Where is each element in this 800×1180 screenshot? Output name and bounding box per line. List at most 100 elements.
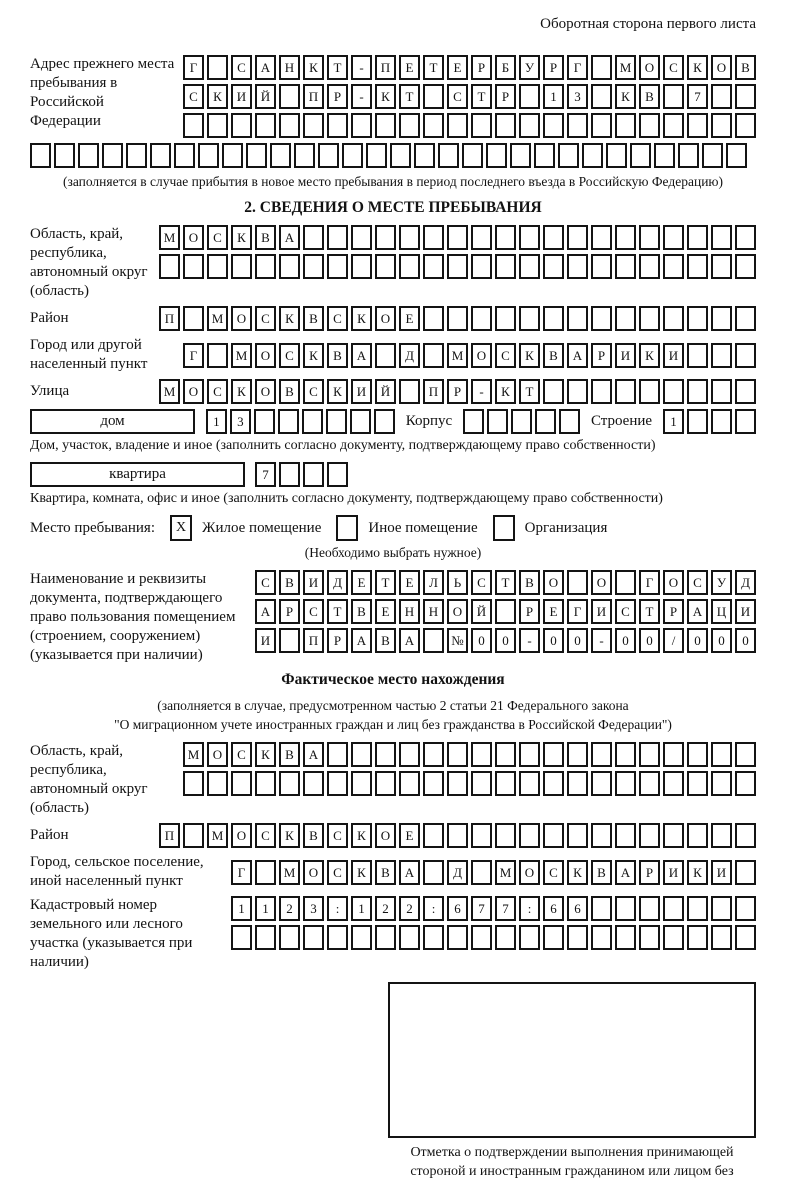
grid-cell[interactable] bbox=[734, 409, 756, 434]
grid-cell[interactable]: С bbox=[663, 55, 684, 80]
grid-cell[interactable] bbox=[486, 143, 507, 168]
grid-cell[interactable] bbox=[471, 742, 492, 767]
grid-cell[interactable] bbox=[253, 409, 275, 434]
grid-cell[interactable] bbox=[303, 113, 324, 138]
grid-cell[interactable]: С bbox=[255, 570, 276, 595]
grid-cell[interactable] bbox=[735, 771, 756, 796]
grid-cell[interactable] bbox=[207, 55, 228, 80]
grid-cell[interactable] bbox=[519, 823, 540, 848]
grid-cell[interactable] bbox=[390, 143, 411, 168]
grid-cell[interactable]: 6 bbox=[447, 896, 468, 921]
grid-cell[interactable] bbox=[687, 771, 708, 796]
grid-cell[interactable]: О bbox=[207, 742, 228, 767]
grid-cell[interactable]: Р bbox=[591, 342, 612, 368]
grid-cell[interactable]: О bbox=[183, 225, 204, 250]
grid-cell[interactable] bbox=[519, 771, 540, 796]
grid-cell[interactable]: К bbox=[351, 823, 372, 848]
grid-cell[interactable]: 7 bbox=[255, 462, 276, 487]
grid-cell[interactable] bbox=[471, 306, 492, 331]
grid-cell[interactable]: В bbox=[639, 84, 660, 109]
grid-cell[interactable] bbox=[687, 254, 708, 279]
grid-cell[interactable]: С bbox=[207, 225, 228, 250]
grid-cell[interactable]: В bbox=[375, 859, 396, 885]
grid-cell[interactable] bbox=[543, 254, 564, 279]
grid-cell[interactable]: Р bbox=[447, 379, 468, 404]
grid-cell[interactable]: М bbox=[207, 306, 228, 331]
grid-cell[interactable] bbox=[735, 742, 756, 767]
grid-cell[interactable] bbox=[591, 113, 612, 138]
grid-cell[interactable]: М bbox=[159, 225, 180, 250]
grid-cell[interactable] bbox=[663, 823, 684, 848]
grid-cell[interactable]: 1 bbox=[662, 409, 684, 434]
grid-cell[interactable] bbox=[663, 896, 684, 921]
grid-cell[interactable]: Р bbox=[327, 84, 348, 109]
stay-other-checkbox[interactable] bbox=[336, 515, 359, 541]
grid-cell[interactable]: О bbox=[255, 342, 276, 368]
grid-cell[interactable]: О bbox=[183, 379, 204, 404]
grid-cell[interactable]: И bbox=[255, 628, 276, 653]
grid-cell[interactable] bbox=[373, 409, 395, 434]
grid-cell[interactable] bbox=[639, 771, 660, 796]
grid-cell[interactable] bbox=[399, 113, 420, 138]
grid-cell[interactable]: С bbox=[303, 379, 324, 404]
grid-cell[interactable] bbox=[519, 925, 540, 950]
grid-cell[interactable] bbox=[487, 409, 509, 434]
grid-cell[interactable] bbox=[279, 84, 300, 109]
grid-cell[interactable]: Г bbox=[231, 859, 252, 885]
grid-cell[interactable]: Д bbox=[399, 342, 420, 368]
grid-cell[interactable] bbox=[726, 143, 747, 168]
grid-cell[interactable]: Б bbox=[495, 55, 516, 80]
grid-cell[interactable] bbox=[711, 306, 732, 331]
grid-cell[interactable]: С bbox=[183, 84, 204, 109]
grid-cell[interactable]: 0 bbox=[543, 628, 564, 653]
grid-cell[interactable]: К bbox=[303, 342, 324, 368]
grid-cell[interactable]: 2 bbox=[399, 896, 420, 921]
grid-cell[interactable] bbox=[567, 742, 588, 767]
grid-cell[interactable] bbox=[351, 742, 372, 767]
grid-cell[interactable] bbox=[471, 113, 492, 138]
grid-cell[interactable] bbox=[663, 379, 684, 404]
grid-cell[interactable] bbox=[231, 771, 252, 796]
grid-cell[interactable]: К bbox=[279, 306, 300, 331]
grid-cell[interactable]: Й bbox=[375, 379, 396, 404]
grid-cell[interactable]: А bbox=[615, 859, 636, 885]
grid-cell[interactable]: 3 bbox=[567, 84, 588, 109]
grid-cell[interactable] bbox=[447, 254, 468, 279]
grid-cell[interactable]: У bbox=[711, 570, 732, 595]
grid-cell[interactable]: Т bbox=[399, 84, 420, 109]
grid-cell[interactable] bbox=[423, 342, 444, 368]
grid-cell[interactable] bbox=[351, 225, 372, 250]
grid-cell[interactable] bbox=[702, 143, 723, 168]
grid-cell[interactable] bbox=[711, 225, 732, 250]
grid-cell[interactable] bbox=[495, 254, 516, 279]
grid-cell[interactable]: К bbox=[327, 379, 348, 404]
grid-cell[interactable]: П bbox=[303, 84, 324, 109]
grid-cell[interactable] bbox=[687, 896, 708, 921]
grid-cell[interactable] bbox=[543, 925, 564, 950]
grid-cell[interactable]: О bbox=[591, 570, 612, 595]
grid-cell[interactable] bbox=[639, 742, 660, 767]
grid-cell[interactable] bbox=[327, 925, 348, 950]
grid-cell[interactable] bbox=[534, 143, 555, 168]
grid-cell[interactable] bbox=[102, 143, 123, 168]
grid-cell[interactable]: О bbox=[471, 342, 492, 368]
grid-cell[interactable] bbox=[663, 742, 684, 767]
grid-cell[interactable] bbox=[663, 306, 684, 331]
grid-cell[interactable]: Г bbox=[183, 342, 204, 368]
grid-cell[interactable] bbox=[615, 771, 636, 796]
grid-cell[interactable] bbox=[495, 771, 516, 796]
grid-cell[interactable] bbox=[423, 225, 444, 250]
grid-cell[interactable] bbox=[735, 379, 756, 404]
grid-cell[interactable] bbox=[663, 225, 684, 250]
grid-cell[interactable] bbox=[591, 84, 612, 109]
grid-cell[interactable]: Г bbox=[183, 55, 204, 80]
grid-cell[interactable] bbox=[159, 254, 180, 279]
grid-cell[interactable] bbox=[351, 254, 372, 279]
grid-cell[interactable] bbox=[447, 742, 468, 767]
grid-cell[interactable]: 1 bbox=[205, 409, 227, 434]
grid-cell[interactable]: К bbox=[519, 342, 540, 368]
grid-cell[interactable] bbox=[567, 113, 588, 138]
grid-cell[interactable] bbox=[463, 409, 485, 434]
grid-cell[interactable]: И bbox=[711, 859, 732, 885]
grid-cell[interactable]: 3 bbox=[229, 409, 251, 434]
